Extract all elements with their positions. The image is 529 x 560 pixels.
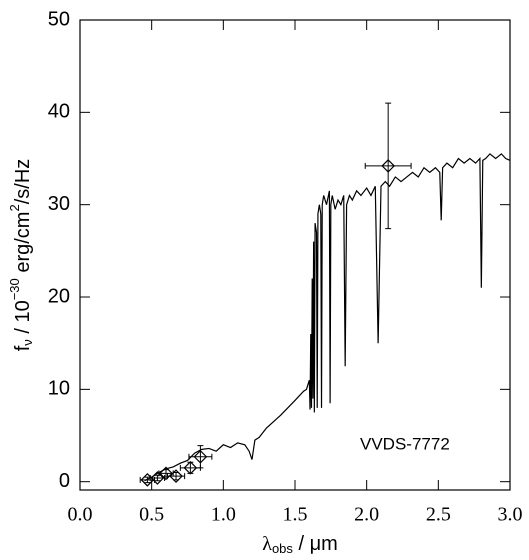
x-error-bar bbox=[364, 162, 412, 169]
data-point bbox=[150, 471, 165, 485]
annotation: VVDS-7772 bbox=[360, 434, 450, 453]
x-tick-label: 0.5 bbox=[139, 504, 164, 526]
y-tick-label: 10 bbox=[48, 378, 70, 400]
x-tick-label: 1.0 bbox=[211, 504, 236, 526]
data-point bbox=[193, 449, 208, 464]
y-tick-label: 30 bbox=[48, 193, 70, 215]
x-tick-label: 3.0 bbox=[498, 504, 523, 526]
x-tick-label: 1.5 bbox=[283, 504, 308, 526]
y-axis-label: fν / 10−30 erg/cm2/s/Hz bbox=[7, 159, 35, 352]
x-tick-label: 0.0 bbox=[68, 504, 93, 526]
x-tick-label: 2.5 bbox=[426, 504, 451, 526]
data-point bbox=[159, 466, 173, 481]
x-axis-label: λobs / μm bbox=[262, 533, 338, 557]
data-point bbox=[169, 469, 183, 483]
x-tick-label: 2.0 bbox=[354, 504, 379, 526]
y-tick-label: 40 bbox=[48, 101, 70, 123]
data-point bbox=[381, 159, 396, 173]
data-point bbox=[183, 460, 198, 475]
spectrum-line bbox=[144, 153, 511, 482]
plot-frame bbox=[79, 19, 511, 491]
y-tick-label: 0 bbox=[59, 470, 70, 492]
y-tick-label: 50 bbox=[48, 8, 70, 30]
y-tick-label: 20 bbox=[48, 285, 70, 307]
x-error-bar bbox=[188, 453, 213, 460]
